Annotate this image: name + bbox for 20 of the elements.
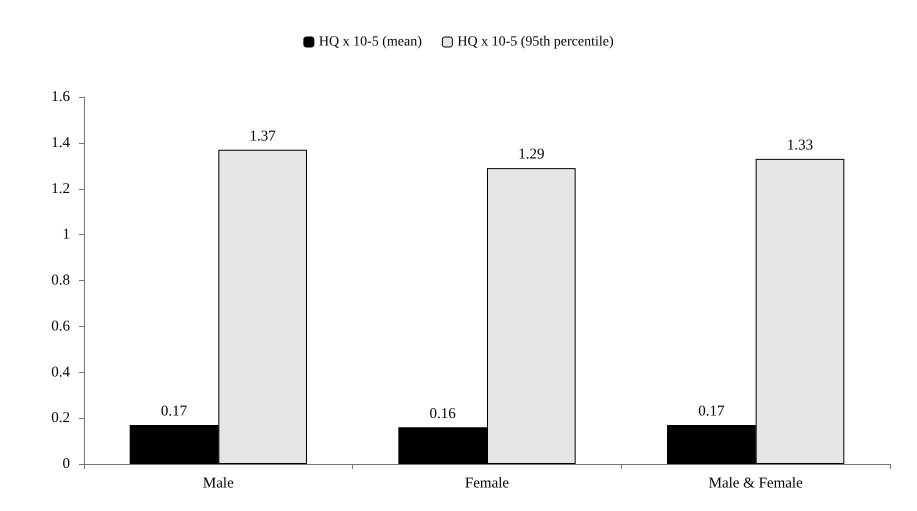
y-tick-label: 1.2 [51,180,70,197]
y-tick-label: 1.6 [51,89,70,105]
y-tick-label: 0 [62,456,70,472]
legend-label: HQ x 10-5 (mean) [318,34,422,50]
y-tick-label: 1 [62,226,70,243]
data-label: 0.17 [160,404,188,420]
data-label: 1.29 [518,146,544,163]
y-tick-label: 0.8 [51,272,70,288]
legend-label: HQ x 10-5 (95th percentile) [457,34,614,50]
data-label: 0.16 [430,406,456,422]
x-tick-label: Female [464,476,510,492]
y-tick-label: 0.2 [51,410,70,426]
y-tick-label: 1.4 [51,134,70,151]
y-tick-label: 0.4 [51,364,70,380]
x-tick-label: Male [202,476,234,492]
y-tick-label: 0.6 [51,318,70,334]
x-tick-label: Male & Female [708,476,804,492]
data-label: 0.17 [698,404,725,420]
data-label: 1.37 [250,128,276,144]
data-label: 1.33 [786,137,814,154]
